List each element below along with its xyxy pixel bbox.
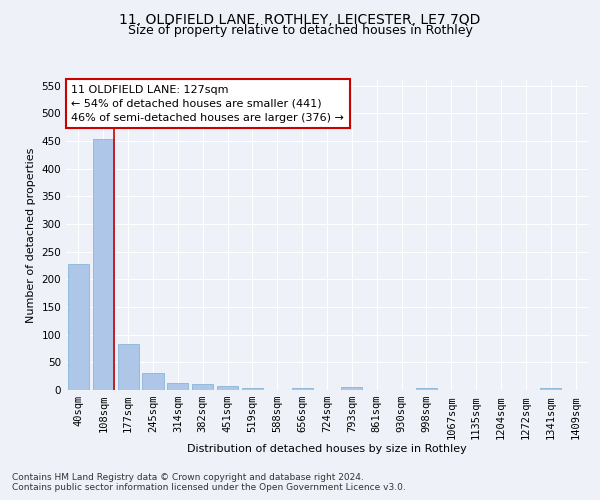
Text: Size of property relative to detached houses in Rothley: Size of property relative to detached ho…	[128, 24, 472, 37]
X-axis label: Distribution of detached houses by size in Rothley: Distribution of detached houses by size …	[187, 444, 467, 454]
Bar	[416, 388, 437, 390]
Text: Contains public sector information licensed under the Open Government Licence v3: Contains public sector information licen…	[12, 484, 406, 492]
Bar	[192, 384, 213, 390]
Bar	[217, 386, 238, 390]
Text: 11, OLDFIELD LANE, ROTHLEY, LEICESTER, LE7 7QD: 11, OLDFIELD LANE, ROTHLEY, LEICESTER, L…	[119, 12, 481, 26]
Bar	[68, 264, 89, 390]
Bar	[540, 388, 561, 390]
Bar	[341, 387, 362, 390]
Bar	[242, 388, 263, 390]
Bar	[93, 139, 114, 390]
Text: 11 OLDFIELD LANE: 127sqm
← 54% of detached houses are smaller (441)
46% of semi-: 11 OLDFIELD LANE: 127sqm ← 54% of detach…	[71, 84, 344, 122]
Text: Contains HM Land Registry data © Crown copyright and database right 2024.: Contains HM Land Registry data © Crown c…	[12, 472, 364, 482]
Bar	[292, 388, 313, 390]
Bar	[118, 344, 139, 390]
Bar	[142, 373, 164, 390]
Y-axis label: Number of detached properties: Number of detached properties	[26, 148, 36, 322]
Bar	[167, 384, 188, 390]
